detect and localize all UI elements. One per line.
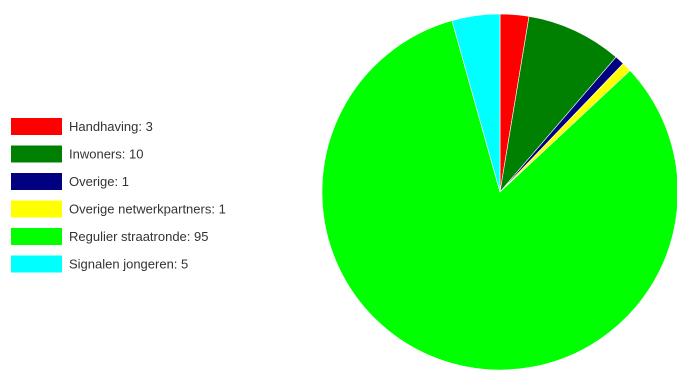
legend-swatch bbox=[11, 200, 62, 218]
legend-swatch bbox=[11, 255, 62, 273]
legend-label: Overige netwerkpartners: 1 bbox=[69, 202, 226, 217]
legend-item-inwoners[interactable]: Inwoners: 10 bbox=[11, 145, 143, 163]
legend-swatch bbox=[11, 118, 62, 135]
legend-item-signalen-jongeren[interactable]: Signalen jongeren: 5 bbox=[11, 255, 188, 273]
pie-slice-inwoners[interactable] bbox=[499, 16, 617, 194]
legend-item-overige-netwerkpartners[interactable]: Overige netwerkpartners: 1 bbox=[11, 200, 226, 218]
legend-label: Handhaving: 3 bbox=[69, 119, 153, 134]
legend-item-regulier-straatronde[interactable]: Regulier straatronde: 95 bbox=[11, 228, 208, 245]
legend-label: Signalen jongeren: 5 bbox=[69, 257, 188, 272]
legend-item-handhaving[interactable]: Handhaving: 3 bbox=[11, 118, 153, 135]
legend-label: Regulier straatronde: 95 bbox=[69, 229, 208, 244]
legend: Handhaving: 3 Inwoners: 10 Overige: 1 Overi… bbox=[11, 118, 226, 273]
legend-swatch bbox=[11, 145, 62, 163]
pie bbox=[321, 13, 677, 371]
legend-swatch bbox=[11, 173, 62, 190]
legend-label: Inwoners: 10 bbox=[69, 147, 143, 162]
pie-slice-regulier-straatronde[interactable] bbox=[321, 20, 677, 371]
legend-item-overige[interactable]: Overige: 1 bbox=[11, 173, 129, 190]
pie-slice-signalen-jongeren[interactable] bbox=[451, 13, 501, 193]
legend-label: Overige: 1 bbox=[69, 174, 129, 189]
legend-swatch bbox=[11, 228, 62, 245]
